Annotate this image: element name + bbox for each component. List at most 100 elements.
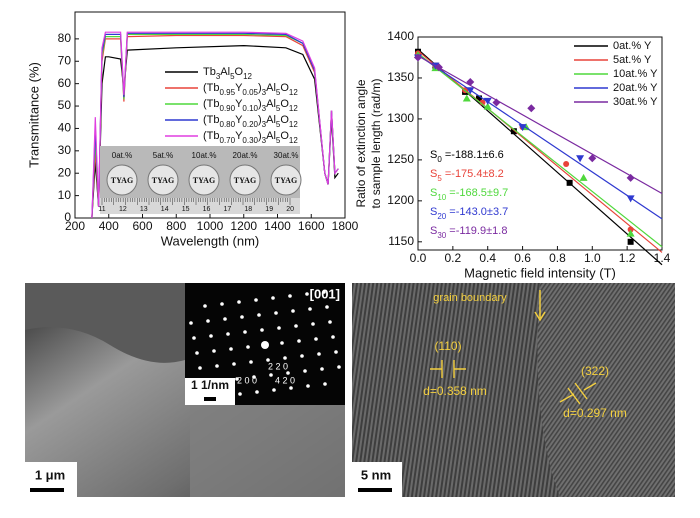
y-tick-label: 1150: [388, 234, 414, 248]
inset-scale-label: 1 1/nm: [191, 378, 229, 392]
x-tick-label: 1.0: [584, 251, 601, 265]
diffraction-spot: [192, 336, 196, 340]
plane-label: (322): [581, 364, 609, 378]
y-axis-label: to sample length (rad/m): [369, 78, 383, 208]
ruler-label: 15: [182, 206, 190, 213]
diffraction-spot: [249, 360, 253, 364]
diffraction-spot: [255, 390, 259, 394]
y-tick-label: 60: [58, 76, 72, 90]
y-tick-label: 10: [58, 188, 72, 202]
x-tick-label: 1200: [230, 219, 257, 233]
diffraction-spot: [215, 364, 219, 368]
ruler-label: 11: [98, 206, 105, 213]
diffraction-spot: [266, 358, 270, 362]
diffraction-spot: [223, 317, 227, 321]
diffraction-spot: [269, 373, 273, 377]
diffraction-spot: [246, 345, 250, 349]
y-tick-label: 1200: [387, 193, 414, 207]
sample-text: TYAG: [275, 176, 297, 185]
line: [91, 31, 339, 219]
y-tick-label: 30: [58, 143, 72, 157]
zone-axis: [001]: [310, 286, 340, 301]
diffraction-spot: [198, 366, 202, 370]
ruler-label: 18: [244, 206, 252, 213]
diffraction-spot: [226, 332, 230, 336]
y-axis-label: Transmittance (%): [26, 62, 41, 168]
diffraction-spot: [232, 362, 236, 366]
legend-label: 0at.% Y: [613, 40, 652, 52]
inset-sample-label: 20at.%: [233, 151, 258, 160]
point: [626, 229, 635, 237]
arrow: [534, 311, 546, 322]
diffraction-spot: [238, 392, 242, 396]
ruler-label: 14: [161, 206, 169, 213]
sample-text: TYAG: [234, 176, 256, 185]
diffraction-spot: [220, 302, 224, 306]
legend-label: 5at.% Y: [613, 54, 652, 66]
diffraction-spot: [189, 321, 193, 325]
diffraction-spot: [243, 330, 247, 334]
ruler-label: 20: [286, 206, 294, 213]
y-tick-label: 50: [58, 98, 72, 112]
diffraction-spot: [322, 290, 326, 294]
x-tick-label: 200: [65, 219, 85, 233]
scale-bar: [204, 397, 216, 401]
legend-label: Tb3Al5O12: [203, 66, 253, 81]
point: [466, 87, 475, 95]
diffraction-spot: [300, 354, 304, 358]
point: [627, 238, 634, 245]
slope-label: S20 =-143.0±3.7: [430, 206, 508, 221]
point: [626, 195, 635, 203]
spacing-marker: [559, 382, 597, 405]
y-tick-label: 1400: [387, 29, 414, 43]
tem-region: [190, 405, 345, 497]
diffraction-spot: [257, 313, 261, 317]
y-tick-label: 0: [64, 210, 71, 224]
x-tick-label: 0.4: [479, 251, 496, 265]
diffraction-spot: [203, 304, 207, 308]
point: [518, 124, 527, 132]
diffraction-spot: [305, 292, 309, 296]
ruler-label: 19: [265, 206, 273, 213]
x-tick-label: 1600: [298, 219, 325, 233]
point: [492, 98, 501, 107]
point: [483, 102, 492, 110]
diffraction-spot: [308, 307, 312, 311]
ruler-label: 12: [119, 206, 127, 213]
fit-line: [417, 50, 663, 253]
inset-sample-label: 10at.%: [192, 151, 217, 160]
y-tick-label: 70: [58, 53, 72, 67]
x-tick-label: 1000: [197, 219, 224, 233]
diffraction-spot: [240, 315, 244, 319]
diffraction-spot: [323, 382, 327, 386]
point: [588, 154, 597, 163]
x-tick-label: 0.2: [445, 251, 462, 265]
diffraction-spot: [206, 319, 210, 323]
y-axis-label: Ratio of extinction angle: [354, 79, 368, 207]
diffraction-spot: [306, 384, 310, 388]
legend-label: (Tb0.80Y0.20)3Al5O12: [203, 114, 298, 129]
y-tick-label: 1300: [387, 111, 414, 125]
diffraction-spot: [261, 341, 269, 349]
x-tick-label: 800: [166, 219, 186, 233]
x-axis-label: Magnetic field intensity (T): [464, 265, 616, 280]
plot-frame: [417, 36, 663, 251]
diffraction-spot: [331, 335, 335, 339]
y-tick-label: 1250: [387, 152, 414, 166]
spacing-marker: [430, 360, 466, 378]
legend-label: (Tb0.95Y0.05)3Al5O12: [203, 82, 298, 97]
point: [466, 78, 475, 87]
diffraction-spot: [277, 326, 281, 330]
diffraction-spot: [274, 311, 278, 315]
point: [627, 226, 634, 233]
tem-feature: [25, 283, 185, 363]
sample-text: TYAG: [193, 176, 215, 185]
fit-line: [417, 52, 663, 248]
spot-label: 2 0 0: [237, 375, 257, 385]
plane-label: (110): [434, 339, 461, 353]
spot-label: 4 2 0: [275, 375, 295, 385]
legend-label: (Tb0.90Y0.10)3Al5O12: [203, 98, 298, 113]
point: [483, 97, 492, 105]
sample-disc: [229, 164, 261, 196]
